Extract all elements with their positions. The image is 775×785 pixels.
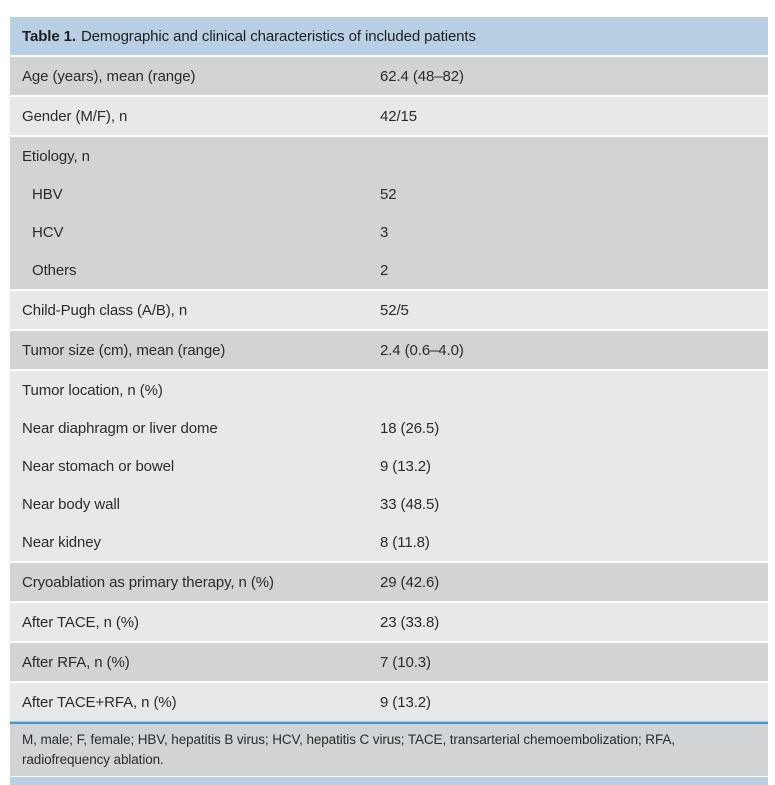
row-value: 2 [380,261,389,279]
table-row: Child-Pugh class (A/B), n 52/5 [10,291,768,329]
row-label: Age (years), mean (range) [22,67,196,85]
table-row: After RFA, n (%) 7 (10.3) [10,643,768,681]
row-label: Etiology, n [22,147,90,165]
table-row: After TACE, n (%) 23 (33.8) [10,603,768,641]
row-label: Cryoablation as primary therapy, n (%) [22,573,274,591]
row-label: Gender (M/F), n [22,107,128,125]
table-row: Tumor size (cm), mean (range) 2.4 (0.6–4.… [10,331,768,369]
table-row: Near kidney 8 (11.8) [10,523,768,561]
table-body: Age (years), mean (range) 62.4 (48–82) Gen… [10,57,768,721]
row-label: HCV [32,223,64,241]
row-group: Tumor location, n (%) Near diaphragm or l… [10,371,768,561]
row-label: After RFA, n (%) [22,653,130,671]
table-row: Etiology, n [10,137,768,175]
table-title-bar: Table 1. Demographic and clinical charac… [10,17,768,55]
table-row: Near body wall 33 (48.5) [10,485,768,523]
table-bottom-bar [10,777,768,785]
table-footnote: M, male; F, female; HBV, hepatitis B vir… [10,724,768,777]
row-group: Cryoablation as primary therapy, n (%) 29… [10,563,768,601]
row-label: Near diaphragm or liver dome [22,419,218,437]
table-row: HBV 52 [10,175,768,213]
row-group: After TACE, n (%) 23 (33.8) [10,603,768,641]
row-label: Near kidney [22,533,101,551]
row-value: 52 [380,185,397,203]
row-value: 2.4 (0.6–4.0) [380,341,464,359]
row-group: Etiology, n HBV 52 HCV 3 Others 2 [10,137,768,289]
row-label: Others [32,261,77,279]
demographics-table: Table 1. Demographic and clinical charac… [10,17,768,785]
row-value: 9 (13.2) [380,693,431,711]
table-row: Cryoablation as primary therapy, n (%) 29… [10,563,768,601]
row-label: HBV [32,185,63,203]
row-value: 52/5 [380,301,409,319]
row-value: 23 (33.8) [380,613,440,631]
row-group: Age (years), mean (range) 62.4 (48–82) [10,57,768,95]
row-value: 29 (42.6) [380,573,440,591]
row-label: Child-Pugh class (A/B), n [22,301,188,319]
table-row: Near diaphragm or liver dome 18 (26.5) [10,409,768,447]
row-group: After TACE+RFA, n (%) 9 (13.2) [10,683,768,721]
row-value: 42/15 [380,107,418,125]
row-value: 7 (10.3) [380,653,431,671]
table-row: Age (years), mean (range) 62.4 (48–82) [10,57,768,95]
row-label: Tumor location, n (%) [22,381,163,399]
table-row: Gender (M/F), n 42/15 [10,97,768,135]
row-label: After TACE+RFA, n (%) [22,693,177,711]
table-row: Tumor location, n (%) [10,371,768,409]
row-value: 3 [380,223,389,241]
table-row: Others 2 [10,251,768,289]
row-group: Child-Pugh class (A/B), n 52/5 [10,291,768,329]
table-row: Near stomach or bowel 9 (13.2) [10,447,768,485]
table-row: HCV 3 [10,213,768,251]
row-label: After TACE, n (%) [22,613,139,631]
row-group: After RFA, n (%) 7 (10.3) [10,643,768,681]
row-label: Near stomach or bowel [22,457,175,475]
row-value: 33 (48.5) [380,495,440,513]
table-row: After TACE+RFA, n (%) 9 (13.2) [10,683,768,721]
row-value: 18 (26.5) [380,419,440,437]
row-group: Gender (M/F), n 42/15 [10,97,768,135]
row-group: Tumor size (cm), mean (range) 2.4 (0.6–4.… [10,331,768,369]
row-value: 62.4 (48–82) [380,67,464,85]
table-number: Table 1. [22,27,76,45]
row-value: 9 (13.2) [380,457,431,475]
row-value: 8 (11.8) [380,533,430,551]
row-label: Tumor size (cm), mean (range) [22,341,226,359]
table-title: Demographic and clinical characteristics… [80,27,476,45]
row-label: Near body wall [22,495,120,513]
footnote-divider-line [10,721,768,724]
